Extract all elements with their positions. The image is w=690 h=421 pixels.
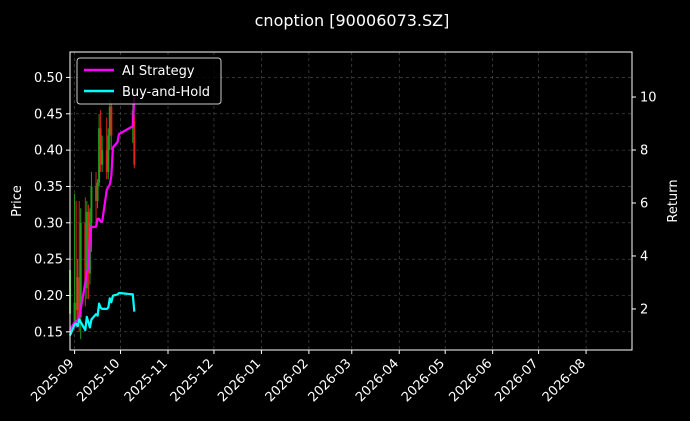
y2-tick-label: 4: [640, 249, 648, 264]
candle-body: [99, 128, 102, 165]
candle-body: [76, 277, 79, 311]
plot-frame: [69, 51, 633, 351]
candle-body: [73, 302, 76, 321]
y-axis-left-ticks: 0.15 0.20 0.25 0.30 0.35 0.40 0.45 0.50: [34, 71, 70, 340]
y2-tick-label: 6: [640, 196, 648, 211]
candle-body: [101, 150, 104, 165]
candle-body: [133, 121, 136, 165]
candle-body: [78, 277, 81, 321]
y-tick-label: 0.45: [34, 107, 63, 122]
candle-body: [90, 186, 93, 223]
y2-axis-label: Return: [666, 179, 681, 222]
candle-body: [87, 211, 90, 274]
series-line-buy-and-hold: [68, 291, 136, 336]
y-axis-right-ticks: 2 4 6 8 10: [632, 91, 657, 317]
candle-body: [105, 150, 108, 172]
y-tick-label: 0.50: [34, 71, 63, 86]
series-line-ai-strategy: [69, 96, 136, 331]
candle-body: [84, 222, 87, 289]
y2-tick-label: 10: [640, 91, 657, 106]
y2-tick-label: 2: [640, 302, 648, 317]
grid: [70, 52, 632, 350]
y-tick-label: 0.15: [34, 325, 63, 340]
y-tick-label: 0.30: [34, 216, 63, 231]
candle-body: [79, 222, 82, 318]
candle-body: [108, 106, 111, 136]
legend: AI Strategy Buy-and-Hold: [76, 57, 222, 105]
y-tick-label: 0.40: [34, 144, 63, 159]
candle-body: [110, 106, 113, 136]
candle-body: [107, 135, 110, 172]
y-tick-label: 0.35: [34, 180, 63, 195]
legend-label-buy-and-hold: Buy-and-Hold: [122, 85, 210, 100]
series-lines: [68, 96, 136, 336]
legend-label-ai-strategy: AI Strategy: [122, 64, 195, 79]
chart-title: cnoption [90006073.SZ]: [255, 11, 450, 30]
candle-body: [75, 302, 78, 311]
candle-body: [85, 211, 88, 289]
candle-body: [95, 186, 98, 201]
candle-body: [96, 182, 99, 201]
y-tick-label: 0.25: [34, 253, 63, 268]
y2-tick-label: 8: [640, 144, 648, 159]
candle-body: [98, 128, 101, 183]
y-axis-label: Price: [10, 185, 25, 217]
y-tick-label: 0.20: [34, 289, 63, 304]
